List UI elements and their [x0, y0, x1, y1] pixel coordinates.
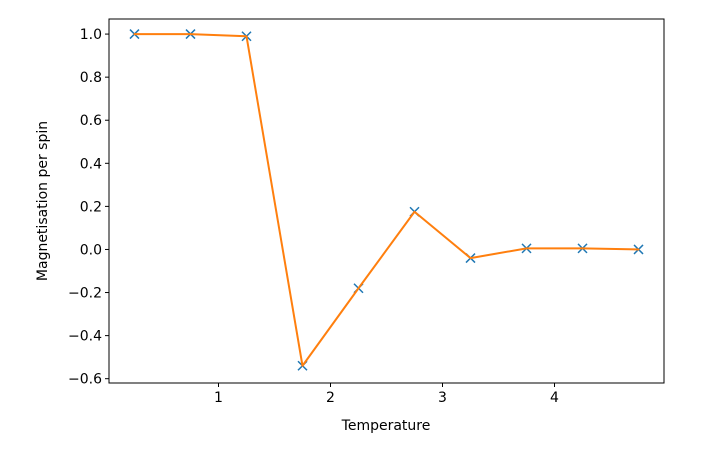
plot-area — [109, 19, 664, 383]
y-tick-label: 0.0 — [80, 242, 102, 258]
x-axis-label: Temperature — [341, 418, 431, 434]
y-tick-label: 0.4 — [80, 156, 102, 172]
series-line — [133, 33, 640, 367]
x-tick-label: 1 — [214, 390, 223, 406]
x-tick-label: 3 — [438, 390, 447, 406]
y-tick-label: 0.8 — [80, 70, 102, 86]
y-tick-label: 1.0 — [80, 27, 102, 43]
y-tick-label: −0.2 — [68, 286, 102, 302]
y-tick-label: 0.2 — [80, 199, 102, 215]
x-tick-label: 4 — [550, 390, 559, 406]
ticks-layer: 1 2 3 4 −0.6 −0.4 −0.2 0.0 0.2 0.4 0.6 0.8 1.0 — [68, 27, 559, 406]
y-tick-label: 0.6 — [80, 113, 102, 129]
y-tick-label: −0.4 — [68, 329, 102, 345]
plot-frame — [108, 18, 665, 384]
y-axis-label: Magnetisation per spin — [35, 121, 51, 281]
y-tick-label: −0.6 — [68, 372, 102, 388]
x-tick-label: 2 — [326, 390, 335, 406]
series-layer — [129, 29, 644, 371]
